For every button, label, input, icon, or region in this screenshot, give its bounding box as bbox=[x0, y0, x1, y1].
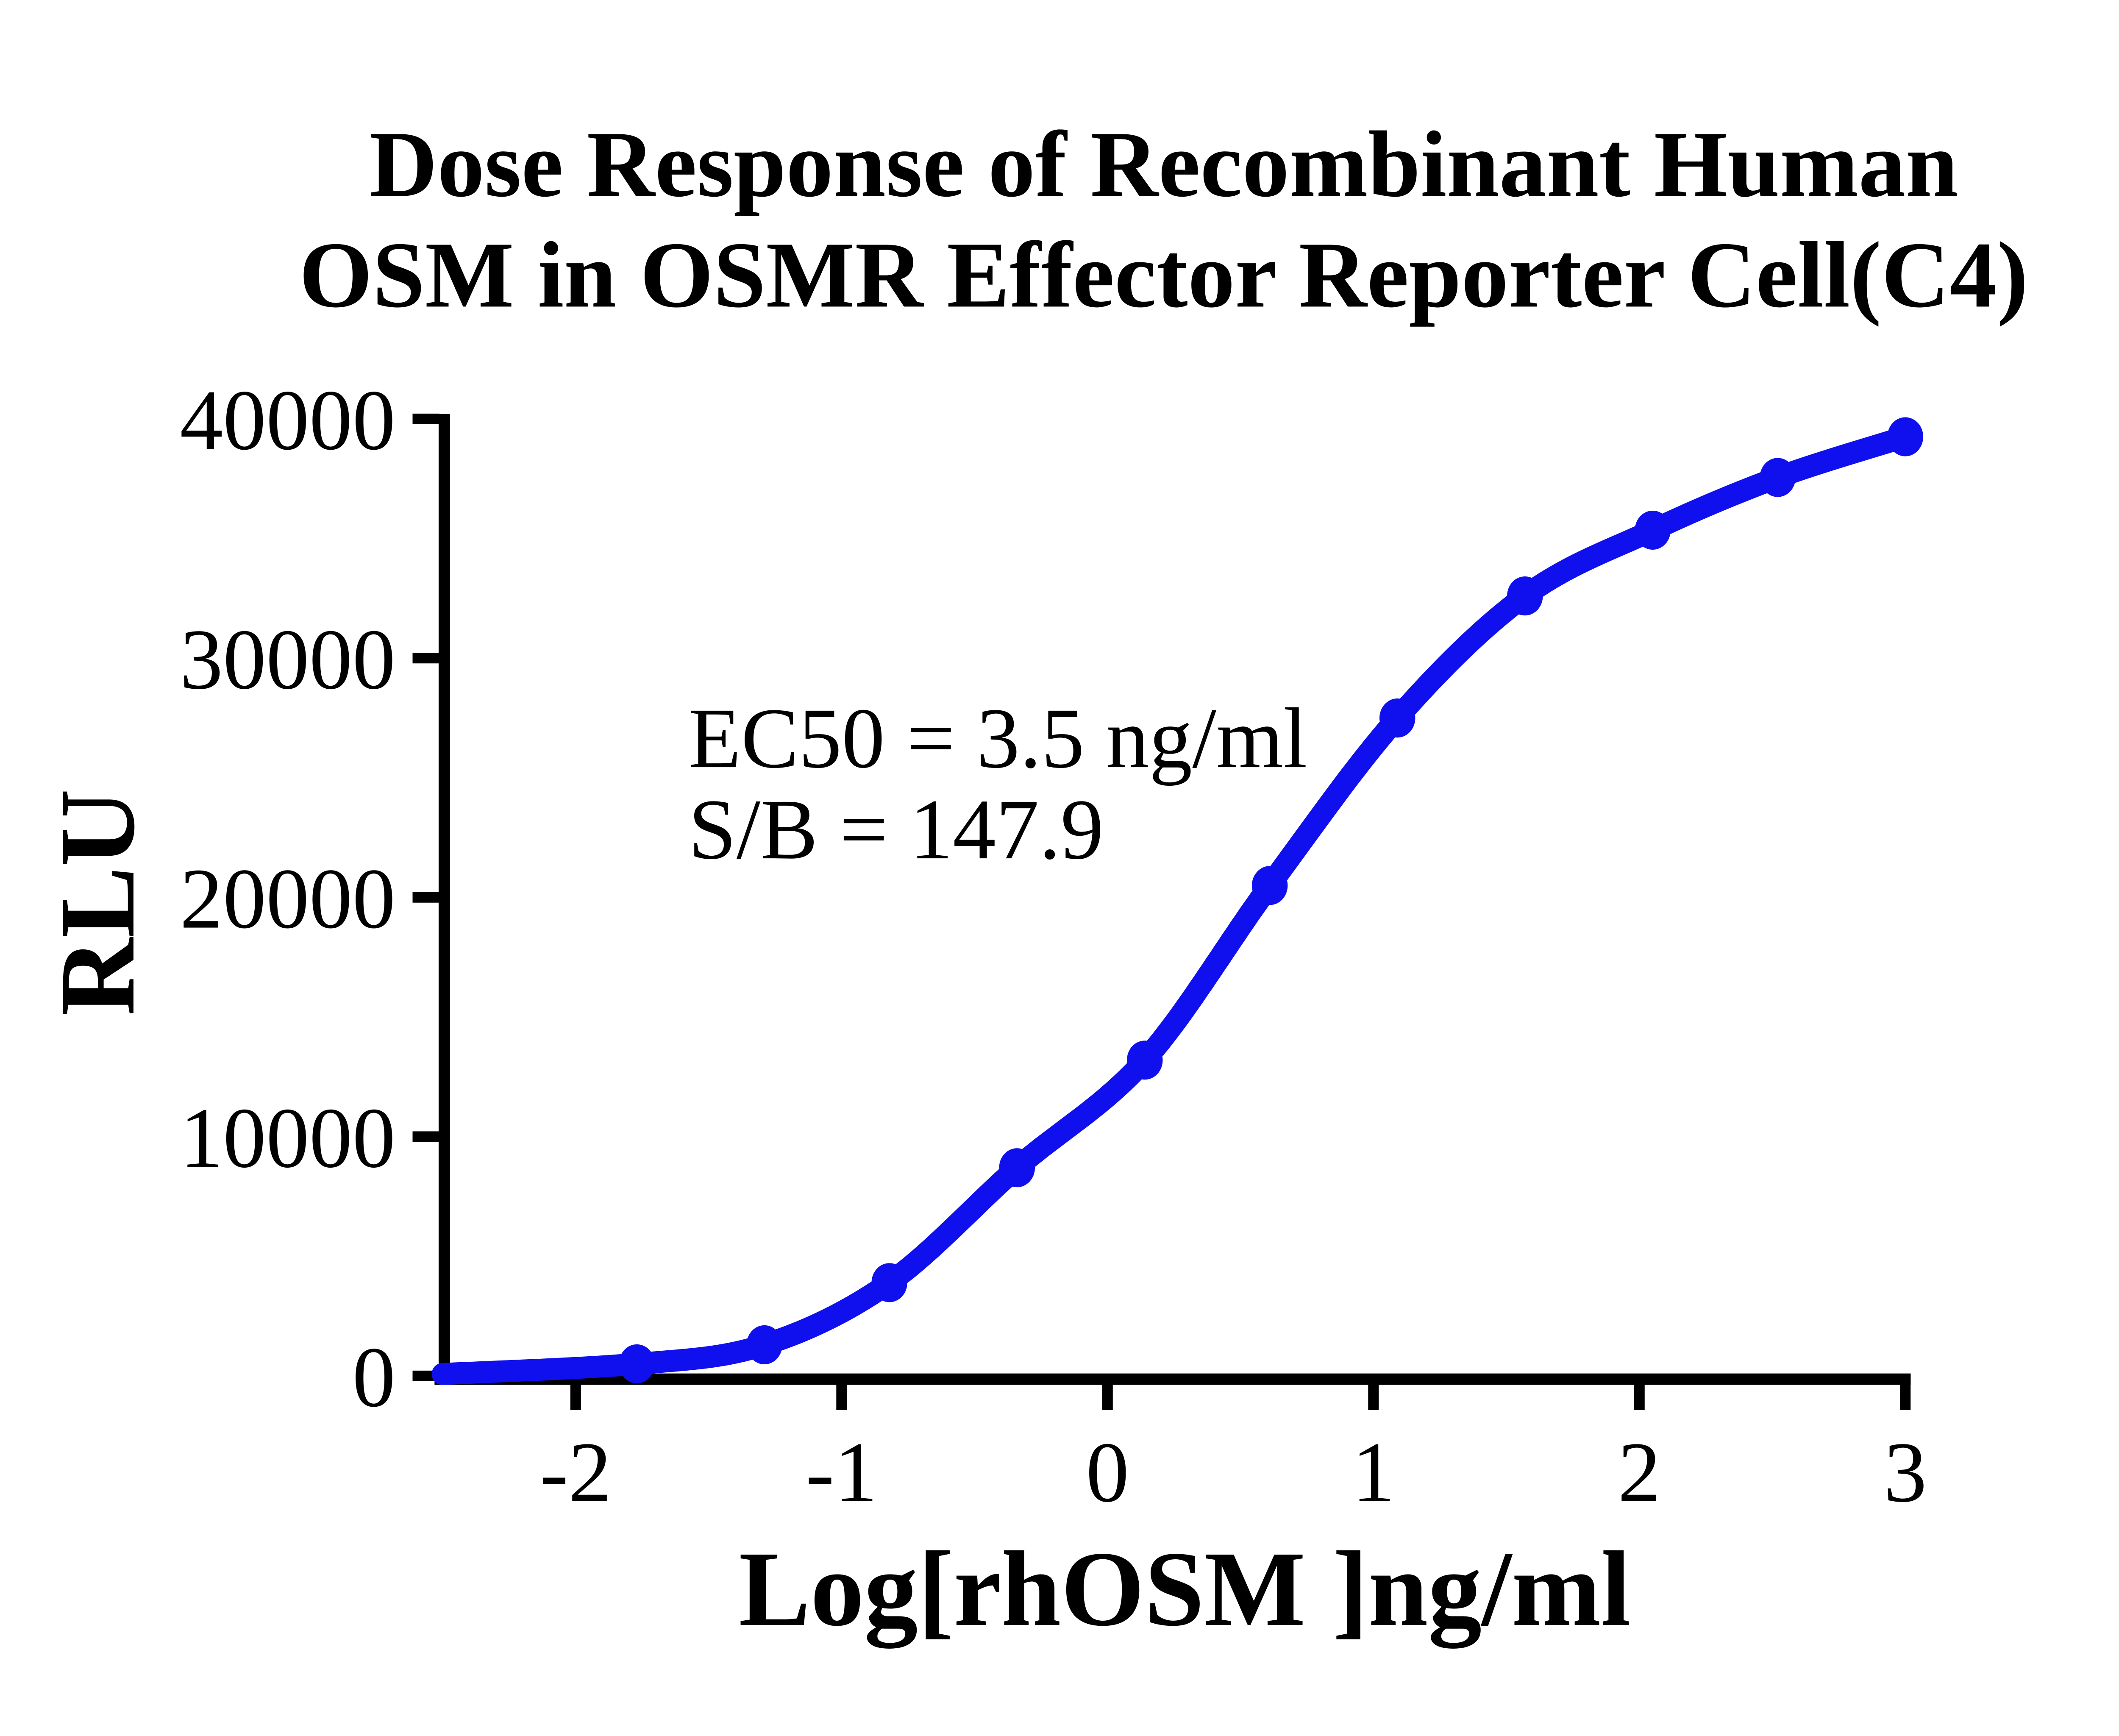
x-axis: -2 -1 0 1 2 3 bbox=[434, 1373, 1927, 1520]
x-tick-label: -2 bbox=[540, 1425, 612, 1520]
data-point bbox=[871, 1263, 907, 1302]
x-tick-label: 1 bbox=[1352, 1425, 1395, 1520]
data-point bbox=[1887, 417, 1924, 456]
chart-background bbox=[0, 34, 2119, 1702]
x-tick-label: 2 bbox=[1618, 1425, 1661, 1520]
data-point bbox=[1126, 1040, 1163, 1080]
y-tick-label: 30000 bbox=[180, 612, 395, 707]
dose-response-chart: Dose Response of Recombinant Human OSM i… bbox=[0, 34, 2119, 1702]
data-point bbox=[1760, 458, 1796, 497]
x-tick-label: 3 bbox=[1884, 1425, 1927, 1520]
x-tick-label: -1 bbox=[806, 1425, 878, 1520]
data-point bbox=[999, 1148, 1035, 1188]
x-tick-label: 0 bbox=[1086, 1425, 1129, 1520]
data-point bbox=[1379, 698, 1415, 738]
data-point bbox=[619, 1344, 655, 1383]
annotation-ec50: EC50 = 3.5 ng/ml bbox=[688, 691, 1307, 786]
data-point bbox=[746, 1325, 783, 1364]
annotation-signal-to-background: S/B = 147.9 bbox=[688, 782, 1104, 877]
y-axis-title: RLU bbox=[38, 789, 157, 1015]
chart-title-line2: OSM in OSMR Effector Reporter Cell(C4) bbox=[299, 223, 2028, 327]
x-axis-title: Log[rhOSM ]ng/ml bbox=[739, 1529, 1631, 1649]
data-point bbox=[1251, 866, 1288, 905]
data-point bbox=[1507, 576, 1543, 615]
y-tick-label: 10000 bbox=[180, 1091, 395, 1186]
chart-title-line1: Dose Response of Recombinant Human bbox=[369, 112, 1958, 217]
y-tick-label: 40000 bbox=[180, 373, 395, 468]
data-points bbox=[619, 417, 1924, 1383]
y-axis: 0 10000 20000 30000 40000 bbox=[180, 373, 450, 1425]
y-tick-label: 0 bbox=[352, 1330, 395, 1425]
data-point bbox=[1635, 510, 1671, 550]
y-tick-label: 20000 bbox=[180, 851, 395, 946]
